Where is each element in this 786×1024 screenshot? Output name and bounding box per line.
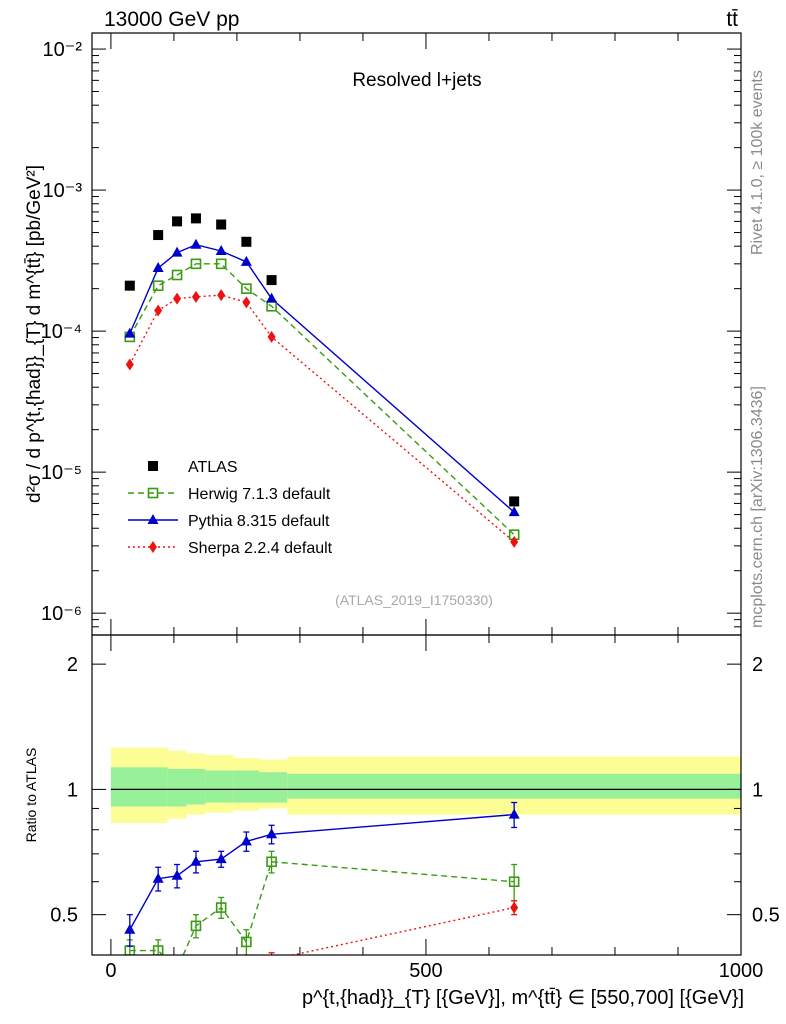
legend-sherpa-marker [149,541,157,553]
ratio-band-inner [287,773,741,799]
sherpa-point [267,330,276,343]
ratio-pythia-point [171,869,183,880]
ratio-band-inner [110,767,168,807]
atlas-point [241,236,252,247]
pythia-point [171,246,183,257]
atlas-point [124,280,135,291]
main-y-tick-label: 10⁻⁵ [41,462,82,484]
ratio-y-axis-label: Ratio to ATLAS [23,748,39,843]
atlas-point [509,496,520,507]
x-axis-label: p^{t,{had}}_{T} [{GeV}], m^{tt̄} ∈ [550,… [302,987,744,1009]
ratio-y-tick-label-right: 2 [752,654,763,676]
rivet-version-label: Rivet 4.1.0, ≥ 100k events [749,70,766,255]
herwig-point [215,258,227,270]
ratio-pythia-point [215,853,227,864]
ratio-pythia-line [129,813,515,931]
ratio-band-inner [186,768,206,805]
ratio-frame [91,634,742,956]
ratio-pythia-point [508,808,520,819]
ratio-pythia-point [240,835,252,846]
sherpa-point [173,292,182,305]
sherpa-point [242,296,251,309]
ratio-sherpa-point [126,1020,134,1024]
sherpa-point [191,290,200,303]
main-title: Resolved l+jets [352,70,481,91]
x-tick-label: 0 [105,960,116,982]
legend-atlas-marker [148,461,158,471]
legend-atlas-label: ATLAS [188,459,238,476]
herwig-line [129,263,515,536]
ratio-herwig-point [190,920,202,932]
pythia-point [152,262,164,273]
pythia-point [240,255,252,266]
ratio-herwig-point [215,902,227,913]
ratio-pythia-point [266,828,278,839]
ratio-herwig-line [129,861,515,955]
ratio-y-tick-label-left: 1 [67,779,78,801]
ratio-pythia-point [124,923,136,934]
main-y-tick-label: 10⁻³ [43,180,83,202]
ratio-sherpa-point [154,1013,162,1024]
herwig-point [190,258,202,270]
atlas-point [172,216,183,227]
sherpa-line [129,294,515,543]
ratio-sherpa-point [192,1013,200,1024]
pythia-point [508,506,520,517]
ratio-pythia-point [152,872,164,883]
atlas-point [216,219,227,230]
pythia-point [124,327,136,338]
ratio-herwig-point [152,945,164,955]
ratio-sherpa-point [242,968,250,980]
legend-sherpa-label: Sherpa 2.2.4 default [188,540,333,557]
ratio-band-inner [205,770,234,803]
ratio-y-tick-label-right: 0.5 [752,905,780,927]
ratio-pythia-point [190,855,202,866]
herwig-point [241,283,252,294]
atlas-point [153,230,164,241]
main-y-tick-label: 10⁻⁴ [41,321,82,343]
atlas-point [266,275,277,286]
ratio-sherpa-point [173,1013,181,1024]
ratio-band-inner [258,772,288,803]
ratio-panel: Ratio to ATLAS 2 2 1 1 0.5 0.5 [23,634,780,1024]
legend-herwig-label: Herwig 7.1.3 default [188,486,331,503]
legend-pythia-marker [147,514,159,524]
main-y-tick-label: 10⁻⁶ [41,603,82,625]
mcplots-label: mcplots.cern.ch [arXiv:1306.3436] [749,386,766,628]
pythia-line [129,243,515,513]
ratio-herwig-point [508,876,520,888]
main-panel: Resolved l+jets (ATLAS_2019_I1750330) d²… [24,32,742,636]
ratio-herwig-point [266,856,277,868]
ratio-y-tick-label-left: 2 [67,654,78,676]
energy-label: 13000 GeV pp [104,8,239,31]
herwig-point [171,269,183,281]
sherpa-point [154,304,163,317]
ratio-y-tick-label-right: 1 [752,779,763,801]
x-tick-label: 500 [409,960,442,982]
pythia-point [266,292,278,303]
ratio-sherpa-point [510,901,519,914]
ratio-band-inner [233,770,259,803]
x-tick-label: 1000 [719,960,764,982]
ratio-sherpa-point [217,995,225,1007]
ratio-band-inner [167,768,187,807]
main-y-tick-label: 10⁻² [43,39,83,61]
ratio-herwig-point [241,936,252,948]
sherpa-point [510,535,519,548]
process-label: tt̄ [726,8,738,31]
atlas-point [190,213,201,224]
ratio-y-tick-label-left: 0.5 [50,905,78,927]
sherpa-point [217,289,226,302]
pythia-point [215,244,227,255]
sherpa-point [125,358,134,371]
legend-herwig-marker [147,487,159,499]
ratio-herwig-point [173,965,182,974]
main-y-axis-label: d²σ / d p^{t,{had}}_{T} d m^{tt̄} [pb/Ge… [24,165,45,503]
analysis-id: (ATLAS_2019_I1750330) [335,592,493,608]
herwig-point [152,280,164,291]
legend-pythia-label: Pythia 8.315 default [188,513,330,530]
pythia-point [190,238,202,249]
